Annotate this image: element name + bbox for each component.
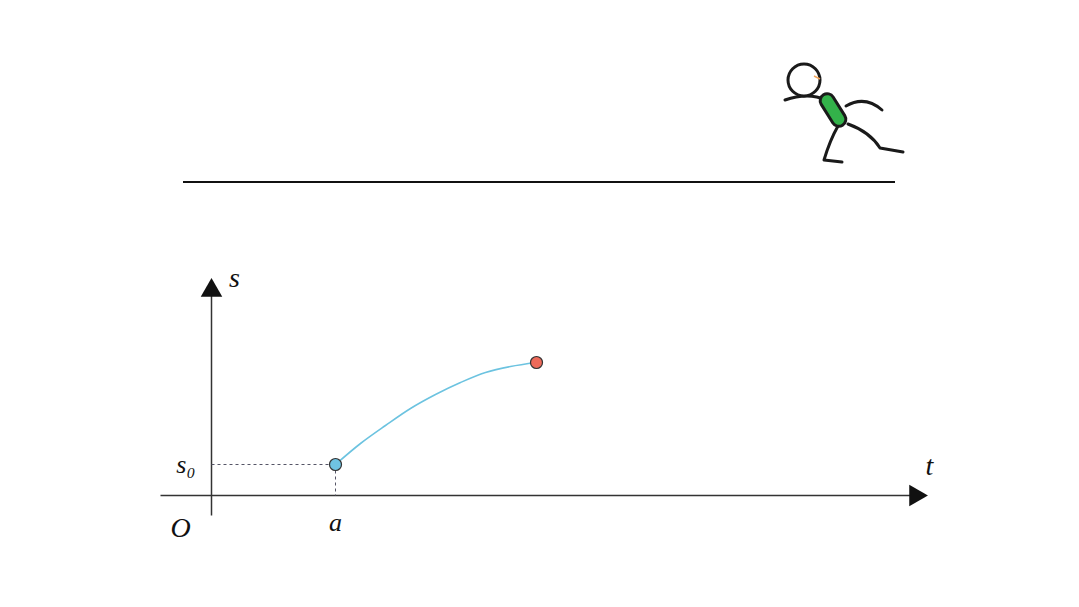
svg-text:s₀: s₀ (176, 450, 195, 479)
svg-text:t: t (926, 450, 935, 481)
svg-text:a: a (329, 508, 342, 537)
svg-text:O: O (170, 512, 190, 543)
svg-text:s: s (229, 262, 240, 293)
